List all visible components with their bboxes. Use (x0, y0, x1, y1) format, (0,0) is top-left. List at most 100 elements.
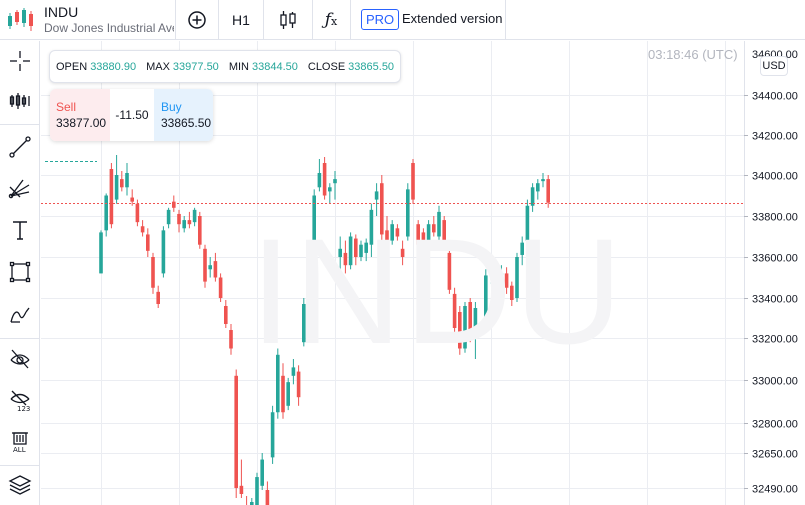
axis-tick-label: 33600.00 (752, 253, 798, 265)
axis-tick-label: 33000.00 (752, 376, 798, 388)
candle-body (364, 242, 368, 253)
candle-body (333, 179, 337, 184)
candle (437, 205, 441, 241)
candle-body (390, 224, 394, 241)
buy-button[interactable]: Buy 33865.50 (154, 89, 213, 141)
toolbar-divider (218, 0, 219, 40)
candle (395, 224, 400, 241)
candles-icon (280, 11, 296, 29)
pro-badge[interactable]: PRO (361, 9, 400, 30)
candle (208, 257, 212, 278)
symbol-name[interactable]: INDU (44, 4, 79, 20)
hide-indicators-button[interactable]: 123 (0, 380, 40, 420)
candle (452, 287, 457, 334)
spread-value: -11.50 (110, 89, 154, 141)
buy-label: Buy (161, 100, 182, 114)
candle-body (198, 216, 202, 245)
text-icon (13, 221, 27, 240)
candle (484, 269, 488, 330)
candle (151, 252, 155, 294)
candle-body (156, 291, 160, 304)
hide-drawings-button[interactable] (0, 338, 40, 378)
candle-body (510, 285, 514, 300)
candle (478, 322, 483, 336)
candle (525, 199, 530, 245)
axis-tick-label: 34400.00 (752, 91, 798, 103)
axis-tick-label: 33200.00 (752, 334, 798, 346)
close-label: CLOSE (307, 60, 346, 73)
candle-body (296, 371, 301, 398)
crosshair-button[interactable] (0, 41, 40, 81)
buy-price: 33865.50 (161, 116, 212, 130)
layers-button[interactable] (0, 465, 40, 505)
candle-body (286, 382, 290, 406)
candle-body (406, 189, 410, 237)
candle-body (208, 265, 212, 270)
max-value: 33977.50 (172, 60, 219, 73)
sell-button[interactable]: Sell 33877.00 (50, 89, 110, 141)
candle (281, 363, 285, 419)
candle-body (317, 173, 322, 188)
candle (359, 240, 363, 262)
text-tool-button[interactable] (0, 210, 40, 250)
trend-line-button[interactable] (0, 127, 40, 167)
axis-tick-label: 32490.00 (752, 484, 798, 496)
chart-type-button[interactable] (264, 0, 312, 40)
candle (203, 244, 207, 288)
indicators-tool-button[interactable] (0, 81, 40, 121)
close-value: 33865.50 (348, 60, 395, 73)
candle (120, 171, 124, 192)
compare-symbol-button[interactable] (176, 0, 218, 40)
ohlc-legend: OPEN 33880.90 MAX 33977.50 MIN 33844.50 CLO… (49, 50, 402, 83)
candle (333, 171, 337, 200)
candle-body (270, 412, 275, 458)
candle (426, 220, 431, 249)
drawing-toolbar: 123 ALL (0, 41, 40, 505)
candle (546, 175, 550, 208)
candle (125, 163, 129, 196)
svg-text:123: 123 (17, 405, 30, 412)
candle-body (426, 224, 431, 245)
toolbar-divider (505, 0, 506, 40)
price-axis: 34400.00 34200.00 34000.00 33800.00 33600.00… (744, 49, 798, 496)
max-label: MAX (146, 60, 170, 73)
candle (135, 199, 140, 227)
currency-button[interactable]: USD (760, 56, 788, 76)
sell-label: Sell (56, 100, 77, 114)
delete-all-button[interactable]: ALL (0, 421, 40, 461)
indicators-button[interactable]: ƒx (313, 0, 349, 40)
candle (411, 159, 415, 204)
candle-body (416, 224, 420, 245)
candle-body (494, 269, 498, 278)
interval-button[interactable]: H1 (232, 12, 250, 28)
candle (385, 216, 389, 249)
candle (520, 236, 524, 266)
open-field: OPEN 33880.90 (56, 61, 136, 73)
candle-body (260, 459, 264, 486)
candle (364, 238, 368, 262)
candle (286, 377, 290, 411)
candle-body (146, 234, 150, 251)
rectangle-tool-button[interactable] (0, 252, 40, 292)
trend-line-icon (9, 136, 31, 158)
candle (161, 226, 166, 278)
candle (218, 273, 223, 302)
extended-version-link[interactable]: Extended version (402, 11, 503, 26)
add-circle-icon (188, 11, 206, 29)
candle-body (151, 257, 155, 288)
candle-body (192, 209, 197, 223)
candle-body (374, 191, 379, 200)
candle (536, 179, 540, 200)
candle (192, 207, 197, 227)
candle-body (458, 312, 462, 349)
gann-fib-button[interactable] (0, 167, 40, 207)
candle-body (203, 248, 207, 282)
candle-body (218, 277, 223, 298)
brush-tool-button[interactable] (0, 294, 40, 334)
svg-text:ALL: ALL (13, 446, 26, 453)
candle (250, 498, 254, 505)
candle-body (130, 197, 134, 202)
candlestick-logo-icon (8, 8, 33, 31)
candle-body (437, 211, 441, 237)
axis-tick-label: 33400.00 (752, 294, 798, 306)
